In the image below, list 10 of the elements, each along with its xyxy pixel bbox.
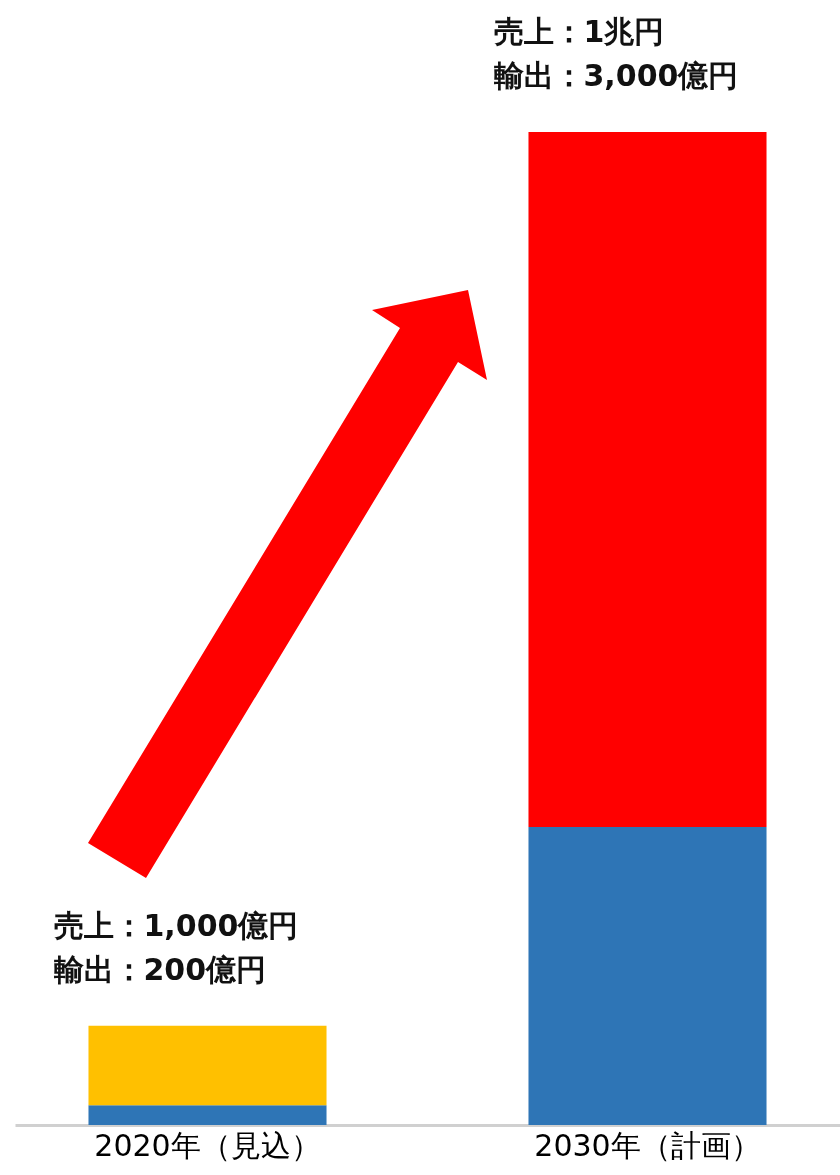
annotation: 輸出：3,000億円 [492,58,739,93]
bar [88,1025,327,1106]
bar [528,132,767,828]
annotation: 売上：1兆円 [493,14,665,49]
annotation: 輸出：200億円 [52,951,267,987]
x-tick-label: 2020年（見込） [94,1127,321,1163]
annotation: 売上：1,000億円 [53,907,299,943]
bar [528,827,767,1125]
x-tick-label: 2030年（計画） [534,1127,761,1163]
bar [88,1105,327,1125]
